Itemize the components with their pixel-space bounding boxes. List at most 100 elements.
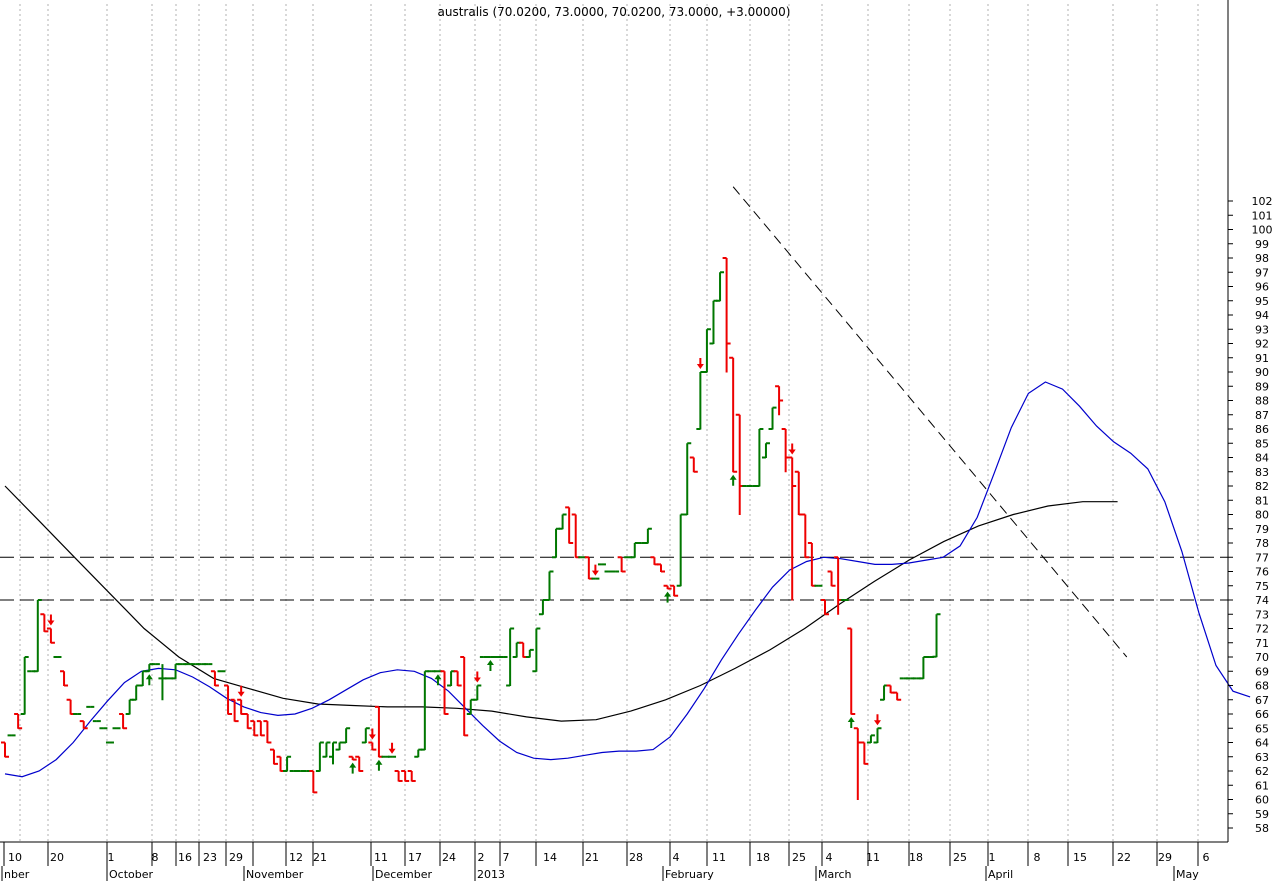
- arrow-head: [47, 620, 55, 626]
- ohlc-bar: [565, 506, 574, 544]
- ohlc-bar: [716, 271, 725, 302]
- ohlc-bar: [761, 442, 770, 459]
- ohlc-bar: [388, 755, 397, 758]
- ohlc-bar: [329, 741, 337, 765]
- ohlc-bar: [407, 770, 416, 782]
- ohlc-bar: [348, 755, 357, 761]
- x-day-label: 4: [673, 851, 680, 864]
- y-tick-label: 96: [1255, 281, 1269, 294]
- ohlc-bar: [243, 713, 252, 730]
- x-day-label: 8: [152, 851, 159, 864]
- ohlc-bar: [670, 584, 679, 597]
- y-tick-label: 82: [1255, 480, 1269, 493]
- y-tick-label: 75: [1255, 580, 1269, 593]
- sell-arrow-icon: [47, 614, 55, 626]
- x-month-label: May: [1176, 868, 1199, 881]
- ohlc-bar: [322, 741, 331, 758]
- ohlc-bar: [1, 741, 9, 758]
- y-tick-label: 61: [1255, 779, 1269, 792]
- x-day-label: 11: [866, 851, 880, 864]
- y-tick-label: 64: [1255, 737, 1269, 750]
- ohlc-bar: [46, 627, 55, 644]
- ohlc-bar: [473, 684, 482, 701]
- ohlc-bar: [73, 713, 82, 715]
- sell-arrow-icon: [473, 671, 481, 683]
- y-tick-label: 66: [1255, 708, 1269, 721]
- y-tick-label: 78: [1255, 537, 1269, 550]
- y-tick-label: 72: [1255, 623, 1269, 636]
- y-tick-label: 62: [1255, 765, 1269, 778]
- ohlc-bar: [591, 577, 600, 580]
- buy-arrow-icon: [375, 759, 383, 771]
- ohlc-bar: [506, 627, 515, 687]
- x-day-label: 10: [8, 851, 22, 864]
- y-tick-label: 83: [1255, 466, 1269, 479]
- ohlc-bar: [689, 456, 698, 473]
- ohlc-bar: [53, 656, 62, 658]
- arrow-head: [788, 449, 796, 455]
- ohlc-bar: [20, 656, 29, 715]
- ohlc-bar: [401, 770, 410, 782]
- y-tick-label: 86: [1255, 423, 1269, 436]
- ohlc-bar: [663, 584, 672, 590]
- ohlc-bars: [1, 257, 941, 800]
- arrow-head: [434, 674, 442, 680]
- y-tick-label: 90: [1255, 366, 1269, 379]
- arrow-head: [873, 720, 881, 726]
- ohlc-bar: [847, 627, 856, 715]
- ohlc-bar: [821, 599, 829, 616]
- ohlc-bar: [453, 670, 462, 687]
- y-tick-label: 100: [1252, 224, 1273, 237]
- ohlc-bar: [14, 713, 23, 730]
- x-day-label: 18: [756, 851, 770, 864]
- sell-arrow-icon: [873, 714, 881, 726]
- y-tick-label: 88: [1255, 395, 1269, 408]
- x-day-label: 2: [478, 851, 485, 864]
- y-tick-label: 97: [1255, 266, 1269, 279]
- ohlc-bar: [217, 670, 226, 673]
- sell-arrow-icon: [237, 685, 245, 697]
- x-day-label: 29: [229, 851, 243, 864]
- ohlc-bar: [775, 385, 784, 416]
- ohlc-bar: [788, 456, 797, 601]
- ohlc-bar: [702, 328, 711, 373]
- x-day-label: 21: [313, 851, 327, 864]
- x-day-label: 15: [1073, 851, 1087, 864]
- y-tick-label: 101: [1252, 209, 1273, 222]
- y-tick-label: 73: [1255, 608, 1269, 621]
- x-day-label: 8: [1034, 851, 1041, 864]
- x-day-label: 23: [203, 851, 217, 864]
- horizontal-levels: [0, 186, 1228, 658]
- ohlc-bar: [860, 741, 869, 765]
- ohlc-bar: [840, 599, 849, 601]
- x-day-label: 6: [1203, 851, 1210, 864]
- y-tick-label: 68: [1255, 680, 1269, 693]
- y-tick-label: 89: [1255, 380, 1269, 393]
- ohlc-bar: [440, 670, 449, 715]
- y-tick-label: 84: [1255, 452, 1269, 465]
- x-day-label: 20: [50, 851, 64, 864]
- arrow-head: [349, 762, 357, 768]
- y-tick-label: 58: [1255, 822, 1269, 835]
- ohlc-bar: [355, 755, 364, 772]
- ohlc-bar: [545, 570, 554, 601]
- x-month-label: 2013: [477, 868, 505, 881]
- y-tick-label: 59: [1255, 808, 1269, 821]
- ohlc-bar: [558, 513, 567, 530]
- ohlc-bar: [597, 563, 606, 566]
- ohlc-bar: [79, 720, 88, 730]
- buy-arrow-icon: [729, 474, 737, 486]
- ohlc-bar: [283, 755, 292, 772]
- y-tick-label: 77: [1255, 551, 1269, 564]
- y-tick-label: 79: [1255, 523, 1269, 536]
- y-tick-label: 87: [1255, 409, 1269, 422]
- buy-arrow-icon: [664, 591, 672, 603]
- ohlc-bar: [525, 648, 534, 658]
- y-tick-label: 67: [1255, 694, 1269, 707]
- ohlc-bar: [92, 720, 101, 723]
- y-tick-label: 95: [1255, 295, 1269, 308]
- ohlc-bar: [814, 584, 823, 587]
